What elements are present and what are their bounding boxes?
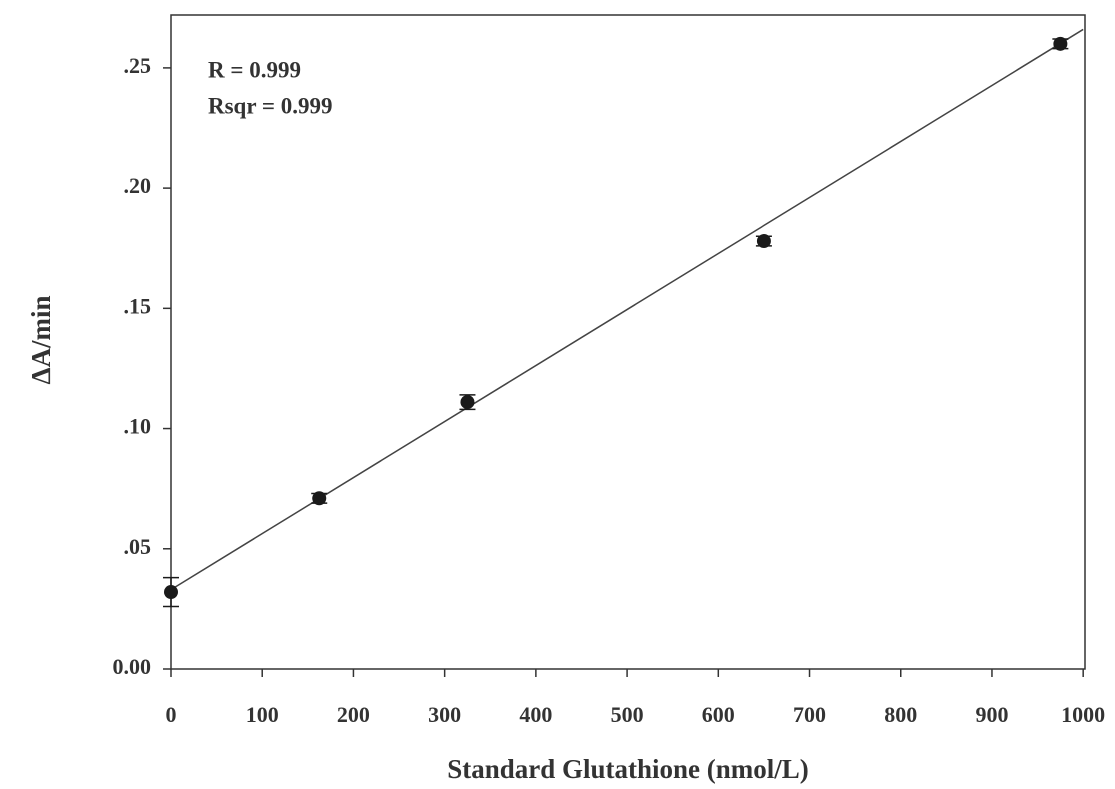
annotation: R = 0.999 (208, 57, 301, 82)
point (460, 395, 474, 409)
x-tick-label: 1000 (1061, 702, 1105, 727)
x-tick-label: 700 (793, 702, 826, 727)
y-axis-label: ΔA/min (26, 296, 56, 385)
x-tick-label: 0 (166, 702, 177, 727)
x-axis-label: Standard Glutathione (nmol/L) (447, 754, 809, 784)
x-tick-label: 400 (519, 702, 552, 727)
x-tick-label: 300 (428, 702, 461, 727)
y-tick-label: 0.00 (113, 654, 152, 679)
point (164, 585, 178, 599)
x-tick-label: 100 (246, 702, 279, 727)
y-tick-label: .20 (124, 173, 152, 198)
x-tick-label: 500 (611, 702, 644, 727)
y-tick-label: .05 (124, 534, 152, 559)
y-tick-label: .15 (124, 293, 152, 318)
x-tick-label: 900 (975, 702, 1008, 727)
x-tick-label: 800 (884, 702, 917, 727)
x-tick-label: 600 (702, 702, 735, 727)
y-tick-label: .10 (124, 414, 152, 439)
annotation: Rsqr = 0.999 (208, 93, 333, 118)
point (312, 491, 326, 505)
x-tick-label: 200 (337, 702, 370, 727)
point (757, 234, 771, 248)
point (1053, 37, 1067, 51)
chart: Standard Glutathione (nmol/L) ΔA/min R =… (0, 0, 1115, 789)
y-tick-label: .25 (124, 53, 152, 78)
